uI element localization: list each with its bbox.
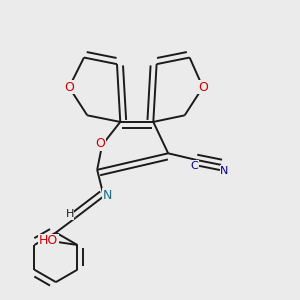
Text: O: O (95, 137, 105, 150)
Text: HO: HO (39, 235, 58, 248)
Text: N: N (102, 189, 112, 202)
Text: O: O (198, 81, 208, 94)
Text: C: C (191, 161, 199, 171)
Text: O: O (64, 81, 74, 94)
Text: N: N (220, 166, 229, 176)
Text: H: H (66, 209, 74, 219)
